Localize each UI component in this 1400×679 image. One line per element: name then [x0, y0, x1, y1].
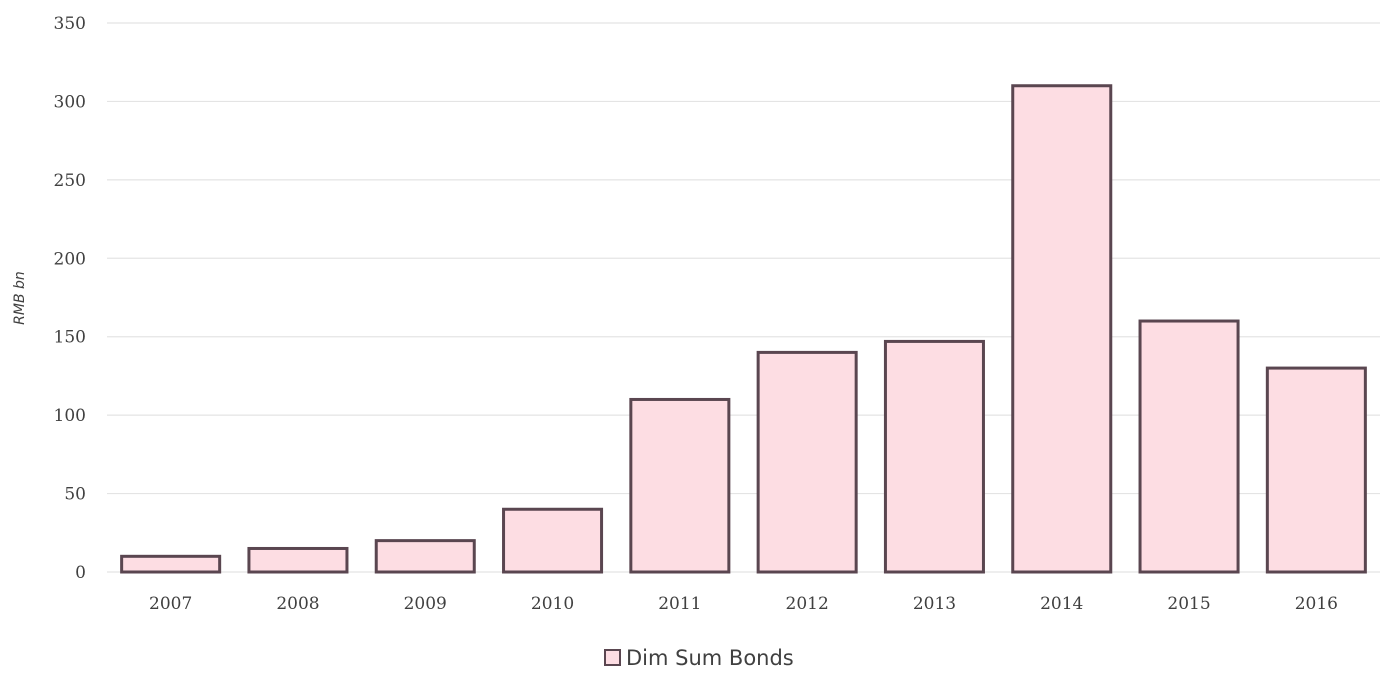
y-tick-label: 250	[54, 171, 86, 191]
x-tick-label: 2016	[1295, 594, 1338, 614]
x-tick-label: 2011	[658, 594, 701, 614]
x-tick-label: 2010	[531, 594, 574, 614]
bar-2008	[247, 546, 349, 574]
x-tick-label: 2009	[404, 594, 447, 614]
y-tick-label: 50	[64, 485, 86, 505]
gridlines	[107, 22, 1380, 573]
bar-2014	[1011, 84, 1113, 574]
bar-2013	[883, 339, 985, 574]
bars	[120, 84, 1367, 574]
legend-swatch	[604, 649, 621, 666]
y-tick-label: 0	[75, 563, 86, 583]
bar-2016	[1265, 366, 1367, 574]
legend-label: Dim Sum Bonds	[626, 646, 794, 670]
bar-2015	[1138, 319, 1240, 574]
x-tick-label: 2012	[786, 594, 829, 614]
bar-2007	[120, 554, 222, 574]
y-axis-tick-labels: 0 50 100 150 200 250 300 350	[54, 14, 86, 583]
y-axis-title: RMB bn	[12, 271, 28, 325]
bar-2010	[502, 507, 604, 574]
bar-2011	[629, 397, 731, 574]
y-tick-label: 300	[54, 92, 86, 112]
bar-2012	[756, 350, 858, 574]
y-tick-label: 150	[54, 328, 86, 348]
y-tick-label: 350	[54, 14, 86, 34]
legend: Dim Sum Bonds	[604, 646, 794, 670]
x-tick-label: 2013	[913, 594, 956, 614]
x-tick-label: 2007	[149, 594, 192, 614]
x-tick-label: 2014	[1040, 594, 1083, 614]
y-tick-label: 200	[54, 249, 86, 269]
x-tick-label: 2015	[1167, 594, 1210, 614]
bar-2009	[374, 539, 476, 574]
x-axis-tick-labels: 2007 2008 2009 2010 2011 2012 2013 2014 2015 2016	[149, 594, 1338, 614]
y-tick-label: 100	[54, 406, 86, 426]
x-tick-label: 2008	[276, 594, 319, 614]
